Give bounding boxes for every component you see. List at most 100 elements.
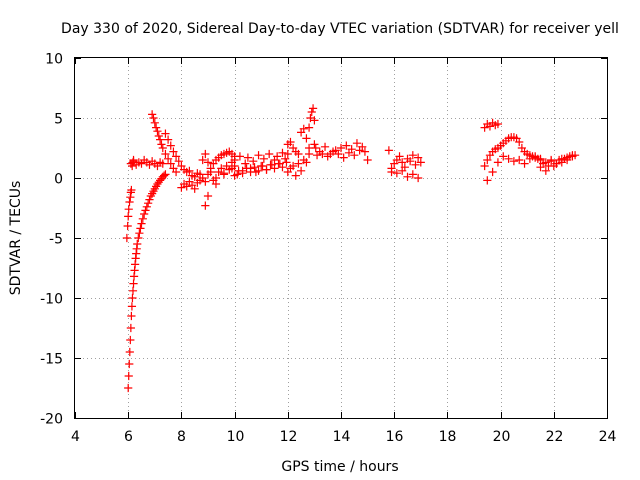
data-point [515, 137, 524, 147]
data-point [160, 171, 169, 180]
data-point [310, 140, 319, 149]
data-point [289, 161, 298, 171]
data-point [320, 142, 330, 151]
data-point [171, 167, 181, 177]
data-point [124, 371, 133, 381]
data-point [297, 166, 306, 175]
x-tick-label: 24 [599, 429, 617, 445]
data-point [336, 143, 346, 153]
data-point [536, 154, 545, 163]
data-point [262, 165, 271, 174]
data-point [141, 206, 150, 215]
data-point [127, 302, 137, 311]
data-point [174, 157, 183, 166]
data-point [169, 147, 178, 156]
data-point [312, 151, 322, 160]
data-point [552, 159, 561, 168]
x-axis-label: GPS time / hours [281, 459, 398, 475]
data-point [128, 293, 137, 303]
data-point [230, 171, 239, 180]
data-point [206, 167, 215, 177]
data-point [158, 143, 167, 153]
data-point [273, 152, 282, 161]
grid-lines [75, 58, 607, 418]
x-tick-label: 16 [386, 429, 404, 445]
data-point [201, 149, 210, 159]
data-point [203, 191, 213, 201]
data-point [133, 239, 142, 249]
data-point [123, 221, 132, 231]
data-point [145, 195, 154, 204]
data-point [363, 155, 372, 165]
data-point [408, 151, 417, 160]
data-point [126, 335, 135, 345]
data-point [416, 158, 425, 167]
data-point [140, 209, 149, 219]
x-tick-label: 12 [280, 429, 298, 445]
data-point [242, 164, 251, 173]
data-point [219, 170, 229, 179]
data-point [235, 152, 245, 161]
data-point [137, 219, 146, 228]
x-tick-label: 18 [439, 429, 457, 445]
data-point [291, 171, 300, 180]
x-tick-label: 14 [333, 429, 351, 445]
data-point [352, 139, 362, 148]
data-point [294, 149, 303, 159]
data-point [515, 155, 524, 165]
data-point [299, 124, 308, 133]
data-point [258, 161, 267, 171]
data-point [157, 140, 166, 149]
tick-labels: 4 6 8 10 12 14 16 18 20 22 24 -20 -15 -10 -5 0 5 10 [40, 52, 616, 446]
data-point [134, 233, 143, 243]
x-tick-label: 10 [227, 429, 245, 445]
data-point [411, 160, 420, 169]
data-point [254, 166, 263, 175]
chart-title: Day 330 of 2020, Sidereal Day-to-day VTE… [61, 21, 619, 37]
x-tick-label: 22 [546, 429, 564, 445]
data-point [520, 159, 529, 168]
data-point [395, 152, 404, 161]
data-point [243, 153, 252, 162]
data-point [342, 141, 351, 150]
data-point [488, 167, 497, 177]
y-tick-label: -15 [40, 352, 63, 368]
data-point [198, 155, 207, 165]
data-point [344, 148, 354, 157]
data-point [238, 169, 247, 178]
data-point [124, 212, 133, 221]
data-point [126, 323, 135, 333]
data-point [274, 159, 283, 168]
data-point [128, 286, 138, 295]
data-point [153, 127, 162, 136]
data-point [144, 199, 153, 208]
data-point [154, 131, 163, 141]
data-point [355, 146, 364, 155]
data-point [311, 143, 320, 153]
data-point [384, 146, 393, 155]
data-point [148, 110, 157, 119]
data-point [318, 149, 327, 159]
data-point [307, 107, 316, 117]
data-point [138, 214, 147, 223]
data-point [270, 164, 279, 173]
data-point [125, 359, 134, 369]
data-point [541, 166, 550, 175]
plot-frame [74, 57, 608, 419]
data-point [499, 152, 508, 161]
data-point [156, 135, 165, 144]
data-point [483, 155, 492, 165]
data-point [152, 123, 161, 132]
data-point [504, 154, 513, 163]
data-point [483, 176, 492, 185]
data-point [185, 166, 194, 175]
data-point [266, 160, 275, 169]
data-point [286, 137, 295, 147]
data-point [281, 154, 290, 163]
axis-ticks [75, 58, 608, 419]
data-point [125, 347, 134, 357]
data-point [403, 172, 412, 181]
data-point [161, 129, 170, 138]
data-point [254, 151, 263, 160]
data-point [328, 147, 338, 156]
